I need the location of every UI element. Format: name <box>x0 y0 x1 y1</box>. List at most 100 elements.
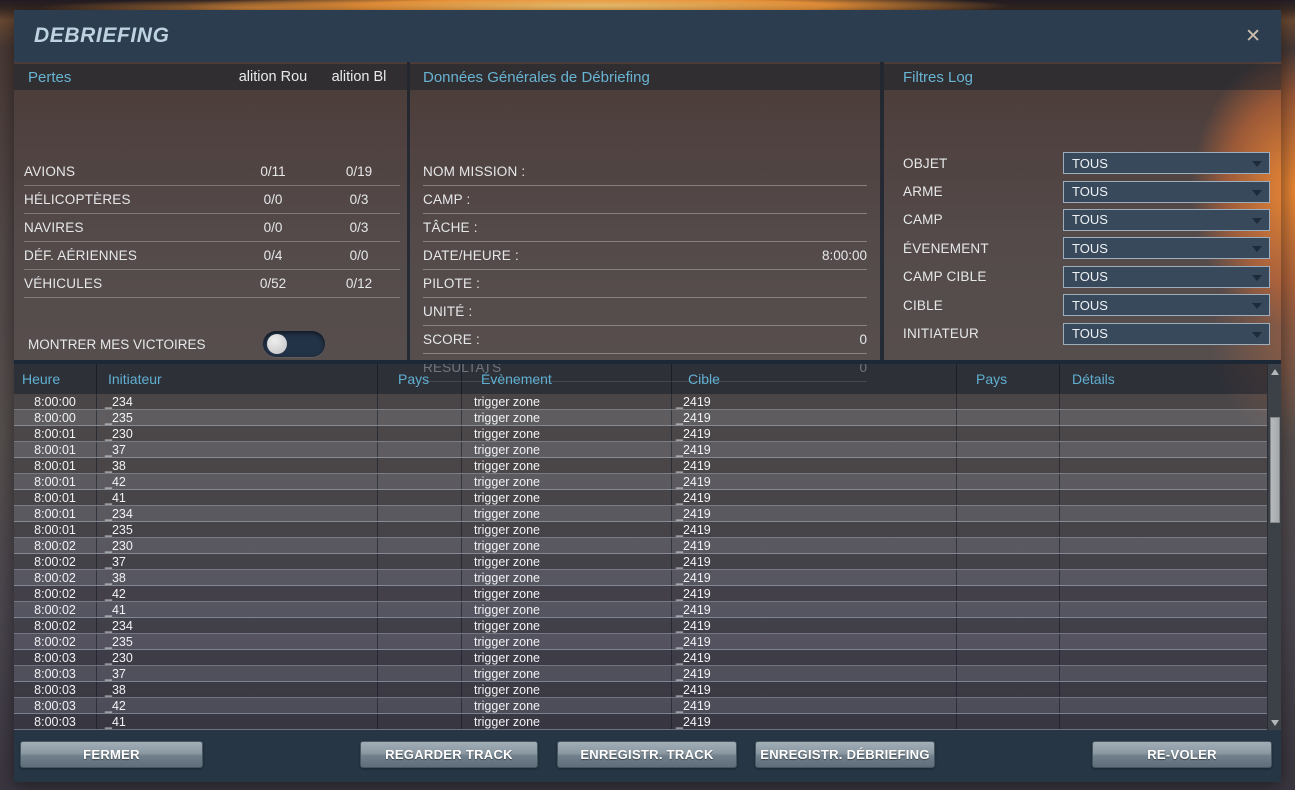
cell-pays <box>378 522 462 537</box>
column-header-pays[interactable]: Pays <box>378 364 462 394</box>
table-row[interactable]: 8:00:03 _42 trigger zone _2419 <box>14 698 1267 714</box>
cell-heure: 8:00:03 <box>14 714 97 729</box>
table-row[interactable]: 8:00:01 _41 trigger zone _2419 <box>14 490 1267 506</box>
refly-button[interactable]: RE-VOLER <box>1092 741 1272 768</box>
cell-cible: _2419 <box>672 458 957 473</box>
table-row[interactable]: 8:00:03 _38 trigger zone _2419 <box>14 682 1267 698</box>
losses-rows: AVIONS 0/11 0/19 HÉLICOPTÈRES 0/0 0/3 NA… <box>24 158 400 298</box>
filter-dropdown[interactable]: TOUS <box>1063 208 1270 231</box>
table-row[interactable]: 8:00:03 _37 trigger zone _2419 <box>14 666 1267 682</box>
cell-evenement: trigger zone <box>462 682 672 697</box>
table-row[interactable]: 8:00:01 _38 trigger zone _2419 <box>14 458 1267 474</box>
filter-row: ARME TOUS <box>884 177 1281 205</box>
table-row[interactable]: 8:00:00 _235 trigger zone _2419 <box>14 410 1267 426</box>
filter-dropdown[interactable]: TOUS <box>1063 180 1270 203</box>
filter-row: INITIATEUR TOUS <box>884 319 1281 347</box>
show-victories-toggle[interactable] <box>263 331 325 357</box>
table-row[interactable]: 8:00:02 _234 trigger zone _2419 <box>14 618 1267 634</box>
filter-dropdown[interactable]: TOUS <box>1063 322 1270 345</box>
close-button[interactable]: FERMER <box>20 741 203 768</box>
table-row[interactable]: 8:00:02 _42 trigger zone _2419 <box>14 586 1267 602</box>
cell-evenement: trigger zone <box>462 458 672 473</box>
cell-details <box>1060 634 1266 649</box>
cell-pays-cible <box>957 522 1060 537</box>
table-row[interactable]: 8:00:02 _41 trigger zone _2419 <box>14 602 1267 618</box>
cell-initiateur: _37 <box>97 666 378 681</box>
filter-label: ÉVENEMENT <box>903 240 989 256</box>
cell-pays-cible <box>957 426 1060 441</box>
table-row[interactable]: 8:00:00 _234 trigger zone _2419 <box>14 394 1267 410</box>
column-header-evenement[interactable]: Évènement <box>462 364 672 394</box>
cell-heure: 8:00:02 <box>14 618 97 633</box>
cell-pays <box>378 618 462 633</box>
loss-row: NAVIRES 0/0 0/3 <box>24 214 400 242</box>
cell-pays-cible <box>957 634 1060 649</box>
cell-pays <box>378 682 462 697</box>
table-row[interactable]: 8:00:01 _235 trigger zone _2419 <box>14 522 1267 538</box>
cell-pays <box>378 458 462 473</box>
filter-dropdown[interactable]: TOUS <box>1063 265 1270 288</box>
cell-heure: 8:00:02 <box>14 634 97 649</box>
table-row[interactable]: 8:00:02 _235 trigger zone _2419 <box>14 634 1267 650</box>
cell-heure: 8:00:02 <box>14 538 97 553</box>
log-filter-rows: OBJET TOUS ARME TOUS CAMP <box>884 149 1281 348</box>
loss-category-label: NAVIRES <box>24 220 84 235</box>
filter-label: INITIATEUR <box>903 326 979 342</box>
table-row[interactable]: 8:00:02 _230 trigger zone _2419 <box>14 538 1267 554</box>
column-header-cible[interactable]: Cible <box>672 364 957 394</box>
save-track-button[interactable]: ENREGISTR. TRACK <box>557 741 737 768</box>
filter-dropdown[interactable]: TOUS <box>1063 294 1270 317</box>
table-header-row: Heure Initiateur Pays Évènement Cible Pa… <box>14 364 1267 394</box>
log-filters-panel: Filtres Log OBJET TOUS ARME TOUS <box>884 62 1281 360</box>
column-header-pays-cible[interactable]: Pays <box>957 364 1060 394</box>
filter-dropdown-value: TOUS <box>1072 212 1108 228</box>
filter-dropdown[interactable]: TOUS <box>1063 237 1270 260</box>
data-field-row: CAMP : <box>423 186 867 214</box>
cell-details <box>1060 650 1266 665</box>
cell-initiateur: _41 <box>97 602 378 617</box>
cell-details <box>1060 682 1266 697</box>
cell-heure: 8:00:01 <box>14 426 97 441</box>
save-debriefing-button[interactable]: ENREGISTR. DÉBRIEFING <box>755 741 935 768</box>
column-header-initiateur[interactable]: Initiateur <box>97 364 378 394</box>
data-field-label: NOM MISSION : <box>423 164 526 179</box>
cell-cible: _2419 <box>672 682 957 697</box>
table-row[interactable]: 8:00:03 _230 trigger zone _2419 <box>14 650 1267 666</box>
table-scrollbar[interactable] <box>1267 364 1281 730</box>
cell-cible: _2419 <box>672 714 957 729</box>
cell-cible: _2419 <box>672 426 957 441</box>
cell-evenement: trigger zone <box>462 538 672 553</box>
cell-initiateur: _235 <box>97 522 378 537</box>
table-row[interactable]: 8:00:02 _37 trigger zone _2419 <box>14 554 1267 570</box>
table-row[interactable]: 8:00:02 _38 trigger zone _2419 <box>14 570 1267 586</box>
loss-row: DÉF. AÉRIENNES 0/4 0/0 <box>24 242 400 270</box>
filter-row: CIBLE TOUS <box>884 291 1281 319</box>
cell-evenement: trigger zone <box>462 602 672 617</box>
watch-track-button[interactable]: REGARDER TRACK <box>360 741 538 768</box>
table-row[interactable]: 8:00:01 _42 trigger zone _2419 <box>14 474 1267 490</box>
table-row[interactable]: 8:00:01 _230 trigger zone _2419 <box>14 426 1267 442</box>
scrollbar-down-arrow-icon[interactable] <box>1268 716 1282 729</box>
cell-pays-cible <box>957 682 1060 697</box>
close-icon[interactable]: ✕ <box>1245 25 1261 47</box>
cell-evenement: trigger zone <box>462 394 672 409</box>
filter-label: OBJET <box>903 155 948 171</box>
filter-dropdown[interactable]: TOUS <box>1063 152 1270 175</box>
scrollbar-thumb[interactable] <box>1270 417 1280 523</box>
cell-cible: _2419 <box>672 522 957 537</box>
debriefing-dialog: DEBRIEFING ✕ Pertes alition Rou alition … <box>14 10 1281 782</box>
chevron-down-icon <box>1252 189 1262 196</box>
cell-details <box>1060 586 1266 601</box>
column-header-heure[interactable]: Heure <box>14 364 97 394</box>
cell-pays-cible <box>957 538 1060 553</box>
table-row[interactable]: 8:00:01 _234 trigger zone _2419 <box>14 506 1267 522</box>
cell-pays <box>378 554 462 569</box>
column-header-details[interactable]: Détails <box>1072 371 1115 387</box>
cell-evenement: trigger zone <box>462 714 672 729</box>
cell-initiateur: _42 <box>97 698 378 713</box>
table-row[interactable]: 8:00:01 _37 trigger zone _2419 <box>14 442 1267 458</box>
table-row[interactable]: 8:00:03 _41 trigger zone _2419 <box>14 714 1267 730</box>
cell-evenement: trigger zone <box>462 506 672 521</box>
loss-blue-value: 0/3 <box>349 192 369 207</box>
scrollbar-up-arrow-icon[interactable] <box>1268 365 1282 378</box>
